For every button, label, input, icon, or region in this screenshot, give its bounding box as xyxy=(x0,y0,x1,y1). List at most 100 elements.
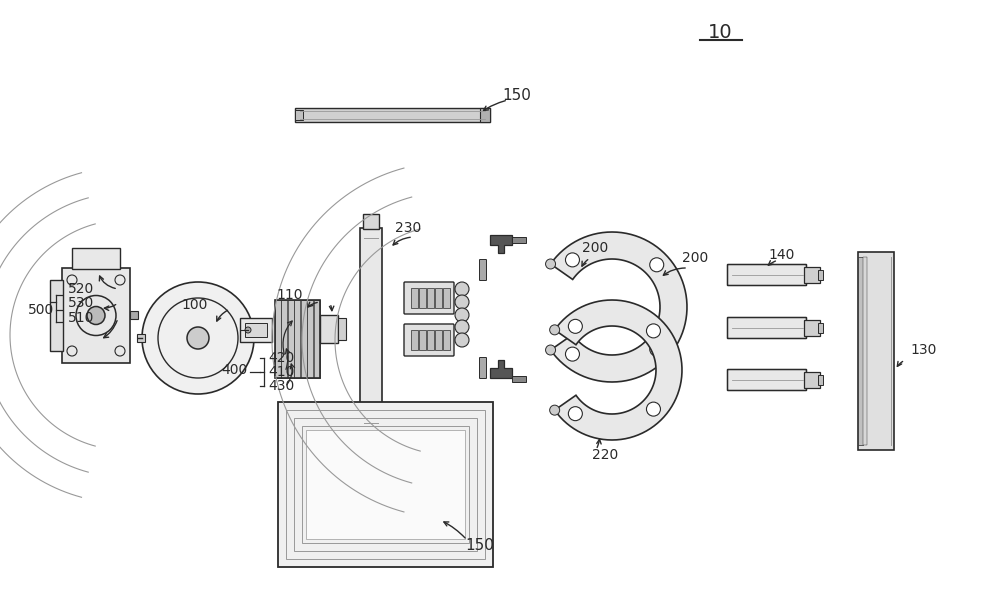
Text: 430: 430 xyxy=(268,379,294,393)
FancyArrowPatch shape xyxy=(329,306,334,311)
Circle shape xyxy=(550,405,560,415)
Text: 10: 10 xyxy=(708,22,732,41)
Text: 100: 100 xyxy=(182,298,208,312)
Bar xyxy=(512,237,526,243)
Bar xyxy=(411,330,418,350)
Circle shape xyxy=(646,324,660,338)
Circle shape xyxy=(187,327,209,349)
Bar xyxy=(240,318,272,342)
Bar xyxy=(302,426,469,543)
Bar xyxy=(130,311,138,319)
Bar xyxy=(295,108,490,122)
Circle shape xyxy=(455,333,469,347)
Circle shape xyxy=(142,282,254,394)
FancyArrowPatch shape xyxy=(484,100,505,111)
FancyArrowPatch shape xyxy=(597,439,601,447)
Circle shape xyxy=(568,319,582,333)
FancyBboxPatch shape xyxy=(728,265,806,285)
Bar xyxy=(275,300,320,378)
Bar xyxy=(443,288,450,308)
FancyBboxPatch shape xyxy=(404,282,454,314)
FancyArrowPatch shape xyxy=(287,364,295,385)
Circle shape xyxy=(245,327,251,333)
Text: 400: 400 xyxy=(222,363,248,377)
FancyArrowPatch shape xyxy=(104,304,116,310)
Text: 140: 140 xyxy=(769,248,795,262)
Circle shape xyxy=(650,342,664,356)
Bar xyxy=(278,402,493,567)
Bar xyxy=(338,318,346,340)
Bar xyxy=(360,433,382,447)
Text: 150: 150 xyxy=(466,537,494,553)
FancyArrowPatch shape xyxy=(768,261,775,265)
Text: 500: 500 xyxy=(28,303,54,317)
Bar xyxy=(314,300,320,378)
Bar xyxy=(443,330,450,350)
Bar xyxy=(50,280,63,351)
FancyBboxPatch shape xyxy=(728,317,806,339)
Text: 220: 220 xyxy=(592,448,618,462)
Text: 230: 230 xyxy=(395,221,421,235)
Circle shape xyxy=(455,295,469,309)
Bar xyxy=(512,376,526,382)
Bar xyxy=(435,330,442,350)
Bar xyxy=(411,288,418,308)
Text: 530: 530 xyxy=(68,296,94,310)
FancyArrowPatch shape xyxy=(444,522,465,538)
Circle shape xyxy=(565,253,579,267)
FancyArrowPatch shape xyxy=(104,321,117,337)
Polygon shape xyxy=(490,235,512,253)
Bar xyxy=(858,257,863,445)
Circle shape xyxy=(565,347,579,361)
FancyArrowPatch shape xyxy=(663,268,685,275)
Bar xyxy=(427,288,434,308)
FancyArrowPatch shape xyxy=(217,310,228,321)
Text: 130: 130 xyxy=(910,343,936,357)
Bar xyxy=(286,410,485,559)
Bar xyxy=(294,418,477,551)
Circle shape xyxy=(455,320,469,334)
Bar xyxy=(419,288,426,308)
Bar xyxy=(804,267,820,283)
Bar xyxy=(294,300,300,378)
Circle shape xyxy=(646,402,660,416)
Text: 200: 200 xyxy=(682,251,708,265)
Bar xyxy=(72,248,120,269)
Bar xyxy=(363,214,379,229)
Bar xyxy=(62,268,130,363)
FancyBboxPatch shape xyxy=(404,324,454,356)
Bar xyxy=(295,110,303,120)
Bar xyxy=(427,330,434,350)
Circle shape xyxy=(87,307,105,324)
Polygon shape xyxy=(551,232,687,382)
FancyBboxPatch shape xyxy=(480,259,486,281)
Bar xyxy=(275,300,281,378)
Text: 420: 420 xyxy=(268,351,294,365)
Polygon shape xyxy=(555,300,682,440)
Text: 110: 110 xyxy=(277,288,303,302)
Circle shape xyxy=(455,282,469,296)
FancyBboxPatch shape xyxy=(728,369,806,391)
Bar xyxy=(306,430,465,539)
Polygon shape xyxy=(490,360,512,378)
Bar xyxy=(307,300,313,378)
Circle shape xyxy=(455,308,469,322)
Text: 510: 510 xyxy=(68,311,94,325)
Bar xyxy=(419,330,426,350)
Bar xyxy=(818,375,823,385)
Circle shape xyxy=(546,345,556,355)
Bar xyxy=(804,320,820,336)
Bar xyxy=(301,300,307,378)
Bar xyxy=(137,334,145,342)
Bar xyxy=(804,372,820,388)
Bar xyxy=(281,300,287,378)
FancyArrowPatch shape xyxy=(286,349,290,369)
Bar xyxy=(818,270,823,280)
Bar xyxy=(480,108,490,122)
FancyArrowPatch shape xyxy=(582,259,588,266)
Bar xyxy=(288,300,294,378)
Bar xyxy=(863,257,867,445)
Text: 150: 150 xyxy=(503,87,531,102)
FancyArrowPatch shape xyxy=(393,237,410,245)
Text: 520: 520 xyxy=(68,282,94,296)
